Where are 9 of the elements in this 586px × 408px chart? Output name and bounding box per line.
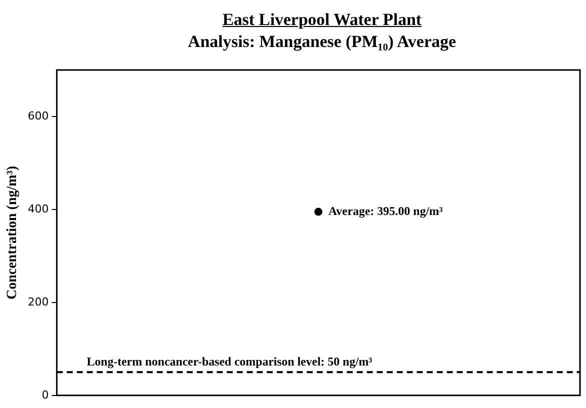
annotation: Average: 395.00 ng/m³: [328, 204, 444, 218]
y-tick-label: 200: [28, 295, 49, 308]
y-tick-label: 400: [28, 202, 49, 216]
ref-line-label: Long-term noncancer-based comparison level: 50 ng/m³: [86, 354, 373, 368]
chart-title: East Liverpool Water Plant: [221, 10, 423, 30]
y-tick-label: 600: [28, 109, 49, 122]
chart-subtitle: Analysis: Manganese (PM₁₀) Average: [186, 32, 458, 52]
y-tick-label: 0: [42, 388, 49, 402]
y-axis-title: Concentration (ng/m³): [5, 166, 20, 300]
